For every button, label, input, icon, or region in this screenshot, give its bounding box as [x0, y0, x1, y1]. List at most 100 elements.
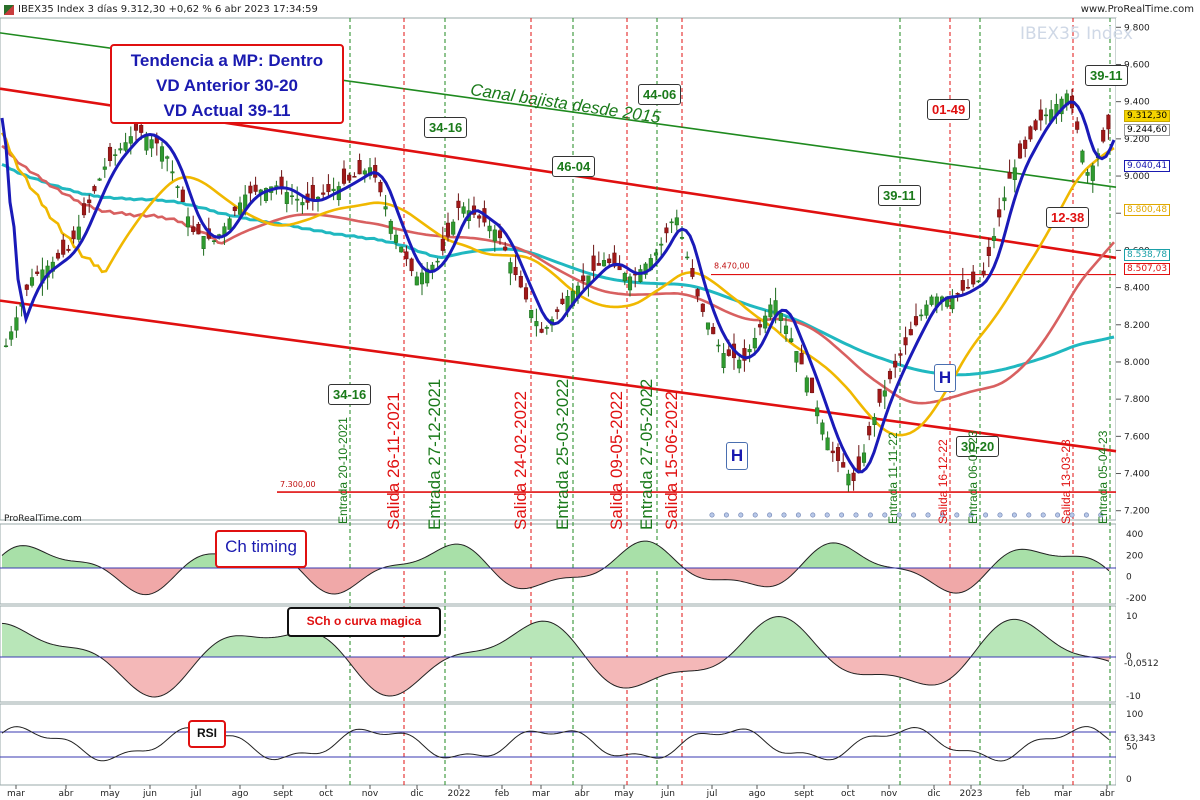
candle [440, 238, 445, 251]
event-dot [1011, 512, 1017, 518]
candle [201, 236, 206, 249]
signal-label: Entrada 05-04-23 [1096, 430, 1110, 524]
event-dot [997, 512, 1003, 518]
candle [700, 303, 705, 312]
candle [175, 186, 180, 188]
x-tick-label: sept [273, 789, 293, 799]
candle [555, 309, 560, 312]
x-tick-label: may [100, 789, 120, 799]
candle [61, 239, 66, 255]
y-tick-label: 7.800 [1124, 395, 1150, 405]
candle [903, 337, 908, 346]
candle [997, 209, 1002, 218]
yellow-average-line [0, 132, 1115, 437]
candle [139, 124, 144, 133]
candle [1028, 126, 1033, 140]
ch-timing-negative-area [2, 568, 1110, 595]
candle [352, 176, 357, 178]
cycle-label: 34-16 [328, 384, 372, 405]
event-dot [738, 512, 744, 518]
candle [1101, 129, 1106, 142]
x-tick-label: 2023 [960, 789, 983, 799]
candle [622, 273, 627, 282]
x-tick-label: ago [749, 789, 766, 799]
candle [913, 316, 919, 326]
candle [846, 473, 851, 486]
event-dot [752, 512, 758, 518]
x-tick-label: 2022 [448, 789, 471, 799]
event-dot [867, 512, 873, 518]
candle [1033, 120, 1038, 130]
candle [487, 225, 492, 232]
price-tag-last: 9.312,30 [1124, 110, 1171, 122]
resistance-level-label: 8.470,00 [714, 262, 750, 271]
signal-label: Salida 09-05-2022 [607, 391, 626, 530]
candle [503, 246, 508, 251]
event-dot [1098, 512, 1104, 518]
event-dot [839, 512, 845, 518]
signal-label: Salida 24-02-2022 [511, 391, 530, 530]
candle [1023, 139, 1028, 149]
event-dot [896, 512, 902, 518]
candle [393, 234, 399, 243]
candle [929, 296, 934, 305]
candle [960, 280, 965, 291]
candle [783, 325, 789, 334]
candle [76, 226, 81, 240]
candle [383, 206, 388, 210]
candle [752, 337, 757, 349]
trend-line-3: VD Actual 39-11 [163, 101, 291, 120]
candle [102, 166, 107, 170]
price-tag: 9.244,60 [1124, 124, 1171, 136]
candle [347, 174, 352, 181]
candle [544, 327, 549, 329]
candle [211, 240, 217, 242]
candle [362, 170, 367, 175]
candle [196, 223, 201, 235]
candle [29, 277, 35, 286]
candle [185, 216, 191, 228]
event-dot [882, 512, 888, 518]
candle [289, 195, 295, 197]
candle [409, 258, 414, 272]
prorealtime-logo-icon [4, 4, 14, 15]
candle [950, 296, 955, 310]
price-tag: 8.507,03 [1124, 263, 1171, 275]
candle [497, 230, 503, 239]
candle [159, 146, 165, 162]
candle [612, 252, 617, 267]
x-tick-label: feb [495, 789, 510, 799]
candle [861, 452, 867, 463]
panel-tick-label: 100 [1126, 710, 1143, 720]
candle [71, 230, 76, 240]
x-tick-label: jun [660, 789, 675, 799]
panel-frame [0, 703, 1117, 786]
candle [716, 344, 721, 347]
source-credit: ProRealTime.com [4, 514, 82, 524]
event-dot [709, 512, 715, 518]
x-tick-label: sept [794, 789, 814, 799]
candle [414, 276, 419, 286]
event-dot [824, 512, 830, 518]
candle [378, 181, 383, 193]
candle [331, 188, 336, 192]
candle [1106, 114, 1111, 130]
candle [877, 388, 882, 403]
candle [835, 447, 841, 461]
candle [1007, 172, 1012, 179]
candle [508, 262, 513, 274]
candle [326, 184, 331, 193]
cycle-label: 01-49 [927, 99, 971, 120]
price-tag: 8.538,78 [1124, 249, 1171, 261]
candle [1085, 172, 1090, 176]
event-dot [723, 512, 729, 518]
cycle-label: 30-20 [956, 436, 1000, 457]
candle [529, 309, 534, 319]
candle [591, 255, 596, 271]
signal-label: Entrada 06-01-23 [966, 430, 980, 524]
candle [477, 215, 482, 219]
ch-timing-line [1, 540, 1110, 596]
candle [841, 462, 846, 468]
candle [726, 349, 731, 356]
